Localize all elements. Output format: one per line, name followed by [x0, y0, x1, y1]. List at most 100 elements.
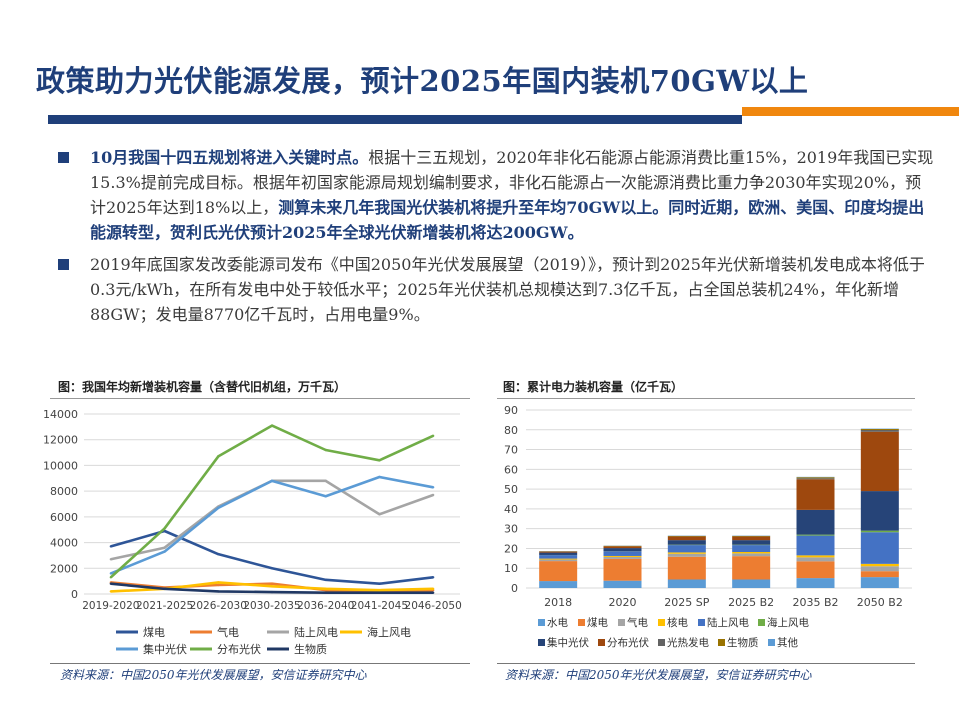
data-point	[163, 587, 166, 591]
x-tick-label: 2046-2050	[405, 600, 462, 612]
data-point	[217, 455, 220, 458]
data-point	[270, 479, 274, 483]
legend-label: 海上风电	[767, 616, 809, 629]
legend-label: 煤电	[587, 616, 608, 629]
y-tick-label: 0	[71, 588, 78, 601]
right-source-note: 资料来源：中国2050年光伏发展展望，安信证券研究中心	[505, 668, 812, 682]
series-line	[110, 479, 434, 561]
bar-segment	[796, 557, 835, 562]
y-tick-label: 10	[504, 562, 518, 575]
y-tick-label: 70	[504, 444, 518, 457]
legend-label: 气电	[217, 625, 239, 639]
bar-segment	[667, 540, 706, 545]
bar-segment	[603, 546, 642, 549]
bar-segment	[796, 561, 835, 579]
bar-segment	[667, 553, 706, 557]
bar-segment	[860, 491, 899, 531]
bar-segment	[860, 563, 899, 567]
data-point	[217, 583, 220, 587]
data-point	[431, 576, 435, 579]
data-point	[324, 578, 327, 582]
bar-segment	[860, 571, 899, 578]
bar-segment	[732, 536, 771, 541]
data-point	[109, 572, 113, 575]
legend-swatch	[698, 619, 705, 626]
legend-swatch	[538, 639, 545, 646]
bar-segment	[667, 556, 706, 580]
right-chart-divider	[497, 398, 915, 399]
legend-label: 陆上风电	[707, 616, 749, 629]
legend-label: 水电	[547, 616, 568, 629]
bullet-1-bold-lead: 10月我国十四五规划将进入关键时点。	[90, 148, 369, 167]
bar-segment	[603, 551, 642, 556]
header-accent-navy	[48, 115, 742, 124]
data-point	[431, 434, 435, 438]
bar-segment	[539, 551, 578, 553]
bar-segment	[796, 555, 835, 558]
legend-label: 气电	[627, 616, 648, 629]
left-source-divider	[50, 663, 470, 664]
bar-segment	[732, 556, 771, 580]
legend-label: 集中光伏	[547, 636, 589, 649]
legend-label: 分布光伏	[607, 636, 649, 649]
data-point	[109, 558, 113, 561]
y-tick-label: 20	[504, 542, 518, 555]
bar-segment	[732, 545, 771, 553]
legend-swatch	[658, 619, 665, 626]
data-point	[163, 546, 166, 549]
data-point	[378, 459, 381, 462]
y-tick-label: 0	[511, 582, 518, 595]
x-tick-label: 2018	[544, 596, 572, 609]
y-tick-label: 14000	[43, 408, 78, 421]
bullet-2-text: 2019年底国家发改委能源司发布《中国2050年光伏发展展望（2019）》，预计…	[90, 255, 925, 324]
legend-label: 生物质	[727, 636, 759, 649]
data-point	[324, 495, 327, 498]
data-point	[378, 591, 381, 594]
data-point	[378, 513, 381, 516]
legend-swatch	[578, 619, 585, 626]
bar-segment	[667, 579, 706, 588]
x-tick-label: 2036-2040	[297, 600, 354, 612]
x-tick-label: 2041-2045	[351, 600, 408, 612]
bar-segment	[860, 431, 899, 492]
stacked-bar-chart: 0 10 20 30 40 50 60 70 80 90 2018 2020 2025 SP 2025 B…	[504, 404, 912, 649]
bar-segment	[667, 536, 706, 541]
bar-segment	[603, 558, 642, 581]
data-point	[163, 527, 166, 530]
line-chart: 0 2000 4000 6000 8000 10000 12000 14000 2019-202…	[43, 408, 462, 656]
legend-swatch	[758, 619, 765, 626]
bullet-item-1: 10月我国十四五规划将进入关键时点。根据十三五规划，2020年非化石能源占能源消…	[56, 145, 936, 245]
y-tick-label: 8000	[50, 485, 78, 498]
data-point	[270, 582, 274, 585]
bar-segment	[539, 558, 578, 560]
legend-swatch	[768, 639, 775, 646]
bar-segment	[860, 428, 899, 430]
x-tick-label: 2050 B2	[857, 596, 903, 609]
data-point	[431, 486, 435, 489]
legend-swatch	[538, 619, 545, 626]
y-tick-label: 60	[504, 463, 518, 476]
legend-label: 煤电	[143, 626, 165, 639]
bar-segment	[796, 534, 835, 536]
header-accent-orange	[742, 107, 959, 116]
bar-segment	[603, 580, 642, 588]
bar-segment	[860, 532, 899, 564]
series-line	[110, 529, 434, 586]
data-point	[217, 590, 220, 593]
x-tick-label: 2025 SP	[664, 596, 709, 609]
x-tick-label: 2021-2025	[136, 600, 193, 612]
legend-label: 海上风电	[367, 625, 411, 639]
data-point	[324, 591, 327, 594]
bullet-square-icon	[58, 259, 69, 270]
data-point	[163, 550, 166, 553]
bar-segment	[732, 535, 771, 537]
y-tick-label: 2000	[50, 562, 78, 575]
y-tick-label: 40	[504, 503, 518, 516]
data-point	[431, 493, 435, 497]
data-point	[378, 475, 381, 479]
bar-segment	[539, 552, 578, 555]
bar-segment	[796, 509, 835, 535]
legend-swatch	[658, 639, 665, 646]
bar-segment	[860, 566, 899, 572]
bullet-item-2: 2019年底国家发改委能源司发布《中国2050年光伏发展展望（2019）》，预计…	[56, 252, 936, 327]
